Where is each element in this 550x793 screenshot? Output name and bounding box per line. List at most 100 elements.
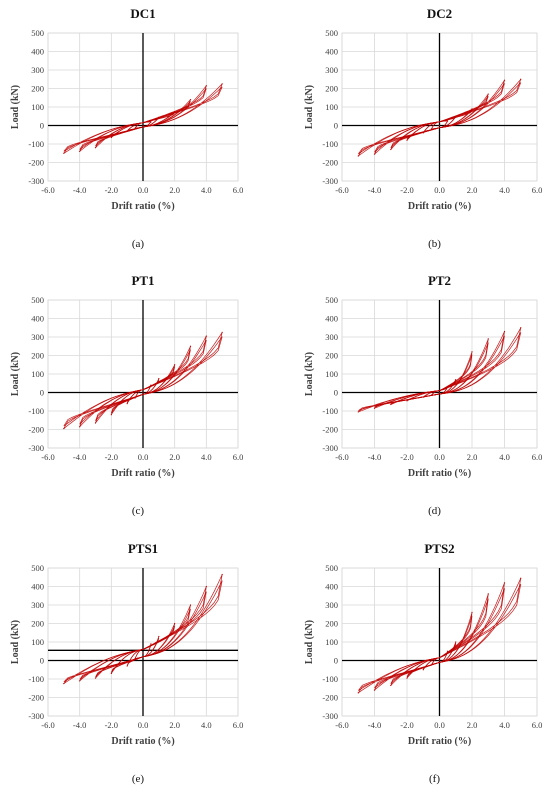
- x-tick-label: -2.0: [400, 185, 413, 195]
- x-tick-label: -4.0: [368, 452, 381, 462]
- x-tick-label: 0.0: [434, 185, 445, 195]
- envelope-point: [63, 683, 65, 685]
- envelope-point: [110, 672, 112, 675]
- envelope-point: [373, 689, 376, 691]
- x-tick-label: -4.0: [73, 720, 86, 730]
- y-tick-label: -300: [28, 443, 44, 453]
- y-tick-label: -200: [322, 693, 338, 703]
- envelope-point: [142, 652, 144, 654]
- panel-caption: (d): [428, 505, 441, 517]
- x-tick-label: 6.0: [233, 720, 244, 730]
- y-tick-label: 500: [31, 295, 44, 305]
- envelope-point: [487, 338, 489, 340]
- chart-title: PT2: [428, 273, 451, 288]
- envelope-point: [438, 659, 441, 662]
- x-tick-label: -6.0: [41, 452, 54, 462]
- y-tick-label: 100: [325, 637, 338, 647]
- x-tick-label: 6.0: [233, 185, 244, 195]
- envelope-point: [390, 148, 392, 151]
- envelope-point: [150, 384, 152, 386]
- x-tick-label: 2.0: [169, 452, 180, 462]
- panel-e: -300 -200 -100 0 100 200 300 400 500 -6.0 -4.0 -2.0…: [10, 541, 243, 785]
- y-tick-label: 400: [31, 582, 44, 592]
- envelope-point: [134, 397, 136, 399]
- panel-b: -300 -200 -100 0 100 200 300 400 500 -6.0 -4.0 -2.0…: [304, 6, 542, 250]
- envelope-point: [63, 427, 65, 430]
- envelope-point: [158, 116, 160, 118]
- envelope-point: [205, 85, 207, 87]
- y-tick-label: 400: [325, 582, 338, 592]
- x-tick-label: -4.0: [368, 185, 381, 195]
- chart-title: PTS2: [424, 541, 454, 556]
- x-tick-label: 2.0: [467, 720, 478, 730]
- envelope-point: [205, 585, 207, 588]
- x-tick-label: 4.0: [499, 185, 510, 195]
- envelope-point: [520, 78, 522, 80]
- x-tick-label: 4.0: [201, 452, 212, 462]
- loop-amp-5-cycle-2: [63, 580, 223, 683]
- envelope-point: [487, 93, 489, 95]
- envelope-point: [422, 132, 424, 134]
- loop-amp-5-cycle-2: [358, 583, 522, 691]
- envelope-point: [158, 378, 160, 380]
- y-tick-label: 400: [325, 314, 338, 324]
- envelope-point: [357, 155, 359, 157]
- x-tick-label: -2.0: [105, 720, 118, 730]
- y-tick-label: 300: [31, 332, 44, 342]
- envelope-point: [430, 128, 432, 130]
- y-tick-label: 200: [31, 351, 44, 361]
- envelope-point: [150, 643, 152, 645]
- y-axis-title: Load (kN): [10, 352, 21, 396]
- envelope-point: [487, 593, 489, 595]
- envelope-point: [79, 680, 81, 682]
- y-tick-label: 100: [325, 102, 338, 112]
- x-tick-label: 6.0: [532, 720, 543, 730]
- x-tick-label: -6.0: [335, 720, 348, 730]
- panel-caption: (b): [428, 238, 441, 250]
- y-tick-label: 200: [325, 84, 338, 94]
- y-tick-label: 100: [31, 637, 44, 647]
- envelope-point: [189, 345, 192, 347]
- y-tick-label: 500: [325, 28, 338, 38]
- envelope-point: [447, 650, 449, 652]
- y-tick-label: 200: [31, 619, 44, 629]
- envelope-point: [110, 136, 112, 139]
- chart-title: PT1: [131, 273, 154, 288]
- envelope-point: [520, 577, 522, 579]
- x-tick-label: 6.0: [233, 452, 244, 462]
- y-tick-label: 200: [325, 351, 338, 361]
- envelope-point: [221, 573, 223, 576]
- envelope-point: [357, 692, 359, 694]
- y-tick-label: 300: [325, 332, 338, 342]
- y-tick-label: -100: [28, 139, 44, 149]
- envelope-point: [174, 364, 176, 366]
- panel-caption: (f): [429, 773, 440, 785]
- y-tick-label: -300: [28, 711, 44, 721]
- x-tick-label: 0.0: [138, 452, 149, 462]
- x-tick-label: 2.0: [467, 185, 478, 195]
- x-tick-label: 4.0: [201, 720, 212, 730]
- loop-amp-5-cycle-2: [63, 336, 223, 427]
- x-tick-label: -2.0: [400, 452, 413, 462]
- y-tick-label: 500: [31, 563, 44, 573]
- y-tick-label: -100: [322, 139, 338, 149]
- x-tick-label: -4.0: [73, 452, 86, 462]
- x-tick-label: 4.0: [499, 452, 510, 462]
- x-axis-title: Drift ratio (%): [408, 201, 471, 212]
- y-tick-label: 0: [40, 656, 44, 666]
- envelope-point: [438, 391, 441, 394]
- x-tick-label: 6.0: [532, 452, 543, 462]
- envelope-point: [174, 622, 176, 625]
- envelope-point: [455, 641, 457, 643]
- y-tick-label: 400: [31, 47, 44, 57]
- y-tick-label: 300: [325, 600, 338, 610]
- y-tick-label: 400: [31, 314, 44, 324]
- x-axis-title: Drift ratio (%): [111, 736, 174, 747]
- y-axis-title: Load (kN): [10, 85, 21, 129]
- envelope-point: [134, 127, 136, 129]
- envelope-point: [158, 635, 160, 638]
- panel-caption: (a): [132, 238, 145, 250]
- envelope-point: [63, 152, 65, 154]
- y-tick-label: -300: [322, 711, 338, 721]
